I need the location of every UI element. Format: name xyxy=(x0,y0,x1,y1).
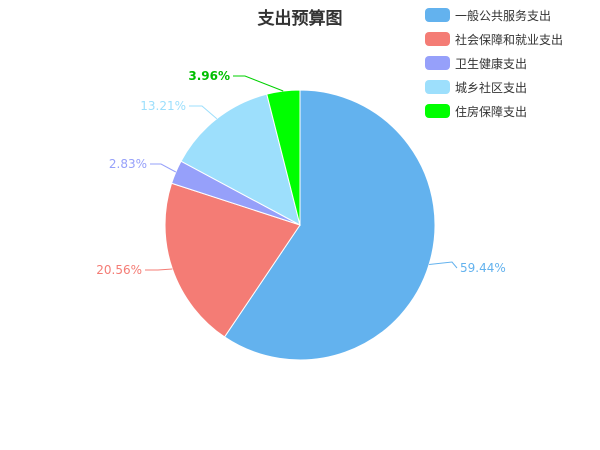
legend-item[interactable]: 卫生健康支出 xyxy=(425,51,563,75)
legend-swatch xyxy=(425,104,450,118)
legend-item[interactable]: 住房保障支出 xyxy=(425,99,563,123)
leader-line xyxy=(189,105,218,120)
legend-item[interactable]: 城乡社区支出 xyxy=(425,75,563,99)
chart-title: 支出预算图 xyxy=(257,9,343,29)
legend-label: 卫生健康支出 xyxy=(455,56,528,71)
data-label: 59.44% xyxy=(460,261,506,275)
data-label: 13.21% xyxy=(140,99,186,113)
data-label: 2.83% xyxy=(109,157,147,171)
legend-swatch xyxy=(425,80,450,94)
leader-line xyxy=(145,268,173,271)
legend-item[interactable]: 社会保障和就业支出 xyxy=(425,27,563,51)
leader-line xyxy=(429,261,458,269)
pie-slice[interactable] xyxy=(266,89,301,226)
legend-swatch xyxy=(425,32,450,46)
legend-label: 城乡社区支出 xyxy=(455,80,528,95)
legend-item[interactable]: 一般公共服务支出 xyxy=(425,3,563,27)
legend-label: 一般公共服务支出 xyxy=(455,8,552,23)
leader-line xyxy=(233,75,284,92)
data-label: 3.96% xyxy=(188,69,230,83)
legend-label: 社会保障和就业支出 xyxy=(455,32,564,47)
pie-slice[interactable] xyxy=(164,182,301,338)
legend-swatch xyxy=(425,56,450,70)
legend-label: 住房保障支出 xyxy=(455,104,528,119)
pie-slice[interactable] xyxy=(223,89,436,361)
leader-line xyxy=(150,163,177,173)
legend-swatch xyxy=(425,8,450,22)
data-label: 20.56% xyxy=(96,263,142,277)
chart-legend: 一般公共服务支出 社会保障和就业支出 卫生健康支出 城乡社区支出 住房保障支出 xyxy=(425,3,563,123)
